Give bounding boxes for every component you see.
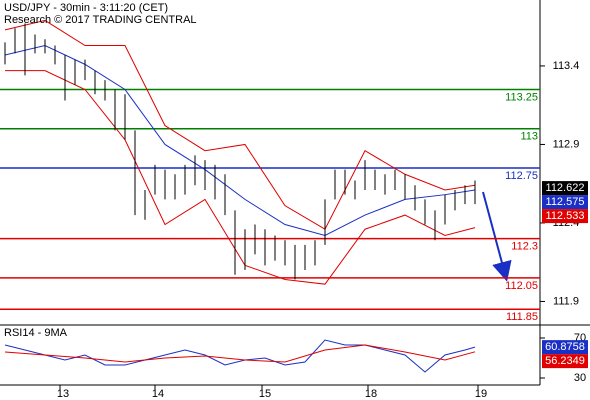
x-tick-label: 13 xyxy=(57,388,69,400)
value-marker xyxy=(542,195,588,210)
value-marker-label: 112.575 xyxy=(546,196,585,208)
y-tick-label: 111.9 xyxy=(553,295,579,307)
y-tick-label: 112.9 xyxy=(553,138,580,150)
level-label: 112.75 xyxy=(505,170,538,182)
plot: 113.4112.9112.4111.91314151819113.251131… xyxy=(0,19,588,400)
rsi-label: RSI14 - 9MA xyxy=(4,327,68,339)
x-tick-label: 14 xyxy=(152,388,164,400)
chart-title: USD/JPY - 30min - 3:11:20 (CET) xyxy=(4,2,168,14)
value-marker-label: 60.8758 xyxy=(545,341,585,353)
value-marker xyxy=(542,354,588,369)
level-label: 112.3 xyxy=(511,241,538,253)
forecast-arrow xyxy=(482,191,512,282)
chart-subtitle: Research © 2017 TRADING CENTRAL xyxy=(4,14,197,26)
level-label: 113 xyxy=(520,131,538,143)
level-label: 111.85 xyxy=(506,311,538,323)
level-label: 112.05 xyxy=(505,280,538,292)
x-tick-label: 18 xyxy=(365,388,377,400)
value-marker-label: 112.533 xyxy=(546,210,585,222)
level-label: 113.25 xyxy=(505,91,538,103)
value-marker-label: 112.622 xyxy=(546,182,585,194)
value-marker xyxy=(542,209,588,224)
rsi-line xyxy=(4,344,476,363)
rsi-tick-label: 30 xyxy=(574,372,586,384)
value-marker xyxy=(542,181,588,196)
value-marker xyxy=(542,340,588,355)
x-tick-label: 19 xyxy=(475,388,487,400)
y-tick-label: 113.4 xyxy=(553,60,580,72)
x-tick-label: 15 xyxy=(259,388,271,400)
value-marker-label: 56.2349 xyxy=(545,355,585,367)
